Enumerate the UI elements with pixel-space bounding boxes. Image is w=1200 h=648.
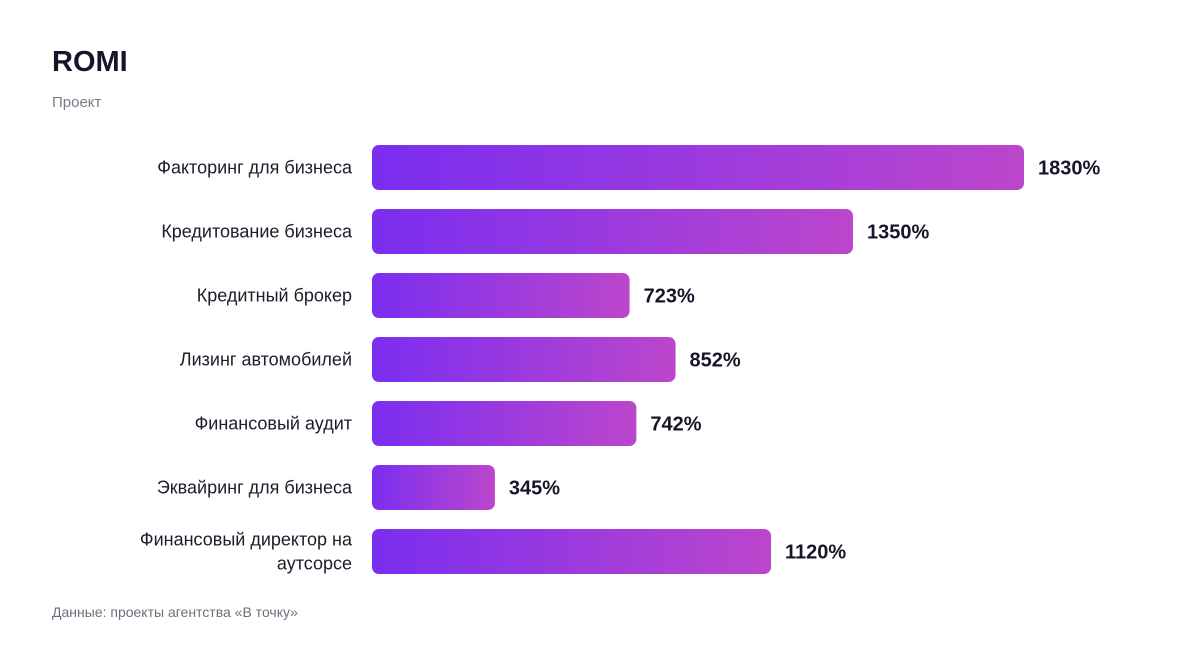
value-label: 1830% — [1038, 158, 1100, 180]
chart-title: ROMI — [52, 46, 128, 78]
category-label: Лизинг автомобилей — [180, 350, 352, 370]
bar — [372, 209, 853, 254]
bar — [372, 337, 676, 382]
value-label: 742% — [650, 414, 701, 436]
data-source-note: Данные: проекты агентства «В точку» — [52, 604, 298, 620]
value-label: 723% — [644, 286, 695, 308]
category-label: Эквайринг для бизнеса — [157, 478, 353, 498]
value-label: 1120% — [785, 542, 846, 564]
category-label: Финансовый директор на аутсорсе — [140, 530, 353, 574]
chart-subtitle: Проект — [52, 94, 102, 111]
category-label: Факторинг для бизнеса — [157, 158, 353, 178]
bar — [372, 273, 630, 318]
value-label: 1350% — [867, 222, 929, 244]
value-label: 345% — [509, 478, 560, 500]
bar — [372, 145, 1024, 190]
bar — [372, 465, 495, 510]
bar — [372, 529, 772, 574]
category-label: Финансовый аудит — [195, 414, 352, 434]
bar — [372, 401, 637, 446]
value-label: 852% — [690, 350, 741, 372]
category-label: Кредитный брокер — [197, 286, 352, 306]
category-label: Кредитование бизнеса — [161, 222, 353, 242]
bars-layer: 1830% Факторинг для бизнеса 1350% Кредитова… — [140, 145, 1100, 574]
